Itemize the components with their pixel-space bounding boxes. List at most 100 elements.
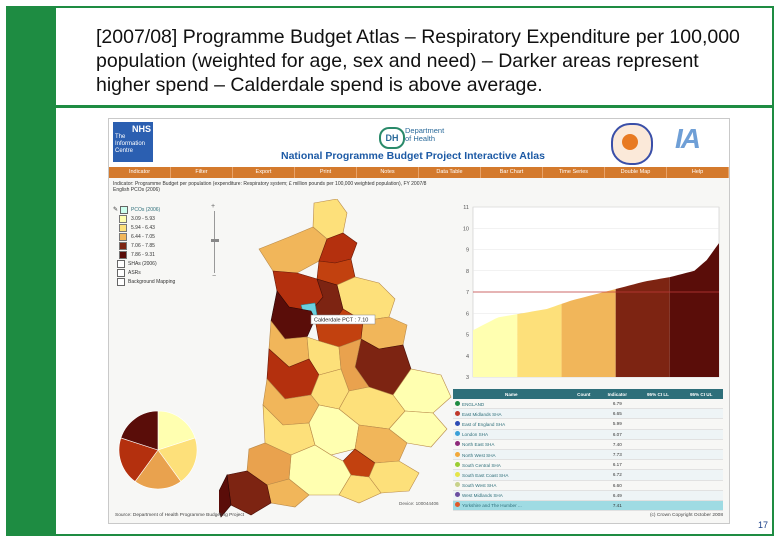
nhs-org-line1: The xyxy=(115,134,126,140)
menu-item[interactable]: Data Table xyxy=(419,167,481,178)
copyright-note: (c) Crown Copyright October 2008 xyxy=(649,513,723,518)
map-zoom-control[interactable]: + − xyxy=(211,203,219,283)
table-row[interactable]: ENGLAND 6.79 xyxy=(453,399,723,410)
table-cell-ci xyxy=(679,500,723,512)
dh-line2: of Health xyxy=(405,134,436,143)
series-dot-icon xyxy=(455,451,460,457)
menu-item[interactable]: Time Series xyxy=(543,167,605,178)
table-cell-count xyxy=(569,459,599,471)
map-region-cornwall[interactable] xyxy=(219,473,232,518)
series-dot-icon xyxy=(455,400,460,406)
menu-item[interactable]: Help xyxy=(667,167,729,178)
table-column-header[interactable]: Indicator xyxy=(598,389,637,399)
row-name: South Central SHA xyxy=(462,462,501,468)
table-cell-name: East of England SHA xyxy=(453,418,570,430)
menu-item[interactable]: Print xyxy=(295,167,357,178)
table-column-header[interactable]: Count xyxy=(569,389,599,399)
legend-layer-toggle[interactable]: Background Mapping xyxy=(113,277,205,286)
zoom-slider-handle[interactable] xyxy=(211,239,219,242)
chart-y-tick-label: 10 xyxy=(463,226,469,232)
pencil-icon[interactable]: ✎ xyxy=(113,207,119,213)
layer-checkbox[interactable] xyxy=(117,268,125,277)
table-cell-name: East Midlands SHA xyxy=(453,408,570,420)
menu-item[interactable]: Notes xyxy=(357,167,419,178)
table-cell-indicator: 6.60 xyxy=(598,480,637,491)
layer-checkbox[interactable] xyxy=(117,259,125,268)
department-of-health-logo: DH Department of Health xyxy=(379,125,469,149)
menu-item[interactable]: Export xyxy=(233,167,295,178)
map-region-sussex[interactable] xyxy=(338,474,382,504)
table-row[interactable]: East Midlands SHA 6.65 xyxy=(453,408,723,420)
legend-class-label: 7.06 - 7.85 xyxy=(131,242,155,249)
chart-y-tick-label: 4 xyxy=(466,354,469,360)
table-cell-name: South West SHA xyxy=(453,480,570,491)
menu-item[interactable]: Indicator xyxy=(109,167,171,178)
table-cell-indicator: 6.79 xyxy=(598,399,637,410)
legend-class: 5.94 - 6.43 xyxy=(113,223,205,232)
legend-class: 3.09 - 5.93 xyxy=(113,214,205,223)
table-cell-ci xyxy=(679,490,723,501)
table-row[interactable]: North West SHA 7.73 xyxy=(453,449,723,461)
layer-checkbox[interactable] xyxy=(120,205,129,214)
legend-layer-toggle[interactable]: ASRs xyxy=(113,268,205,277)
table-cell-name: ENGLAND xyxy=(453,399,570,410)
pie-slice xyxy=(120,410,159,451)
table-cell-indicator: 5.99 xyxy=(598,418,637,430)
table-column-header[interactable]: Name xyxy=(453,389,570,399)
zoom-out-icon[interactable]: − xyxy=(212,273,217,280)
table-row[interactable]: South East Coast SHA 6.72 xyxy=(453,469,723,481)
choropleth-map-england[interactable]: Calderdale PCT : 7.10 xyxy=(219,199,454,519)
table-cell-name: South Central SHA xyxy=(453,459,570,471)
nhs-information-centre-logo: NHS The Information Centre xyxy=(113,122,153,162)
map-legend: ✎ PCOs (2006) 3.09 - 5.93 5.94 - 6.43 6.44… xyxy=(113,205,205,286)
table-row[interactable]: West Midlands SHA 6.49 xyxy=(453,490,723,501)
table-cell-ci xyxy=(636,469,680,481)
table-row[interactable]: East of England SHA 5.99 xyxy=(453,418,723,430)
indicator-line: Indicator: Programme Budget per populati… xyxy=(113,181,427,187)
nhs-org-line2: Information xyxy=(115,141,146,147)
table-cell-count xyxy=(569,469,599,481)
table-row[interactable]: South West SHA 6.60 xyxy=(453,480,723,491)
legend-swatch xyxy=(119,232,127,241)
source-note: Source: Department of Health Programme B… xyxy=(115,513,245,518)
table-cell-name: North East SHA xyxy=(453,439,570,450)
row-name: East Midlands SHA xyxy=(462,411,502,417)
legend-swatch xyxy=(119,214,127,223)
title-divider xyxy=(56,105,774,108)
table-cell-name: London SHA xyxy=(453,429,570,440)
table-cell-ci xyxy=(636,439,680,450)
seal-logo xyxy=(611,123,653,165)
region-line: English PCOs (2006) xyxy=(113,187,160,193)
table-row[interactable]: Yorkshire and The Humber ... 7.41 xyxy=(453,500,723,512)
zoom-slider-track[interactable] xyxy=(214,211,215,273)
table-row[interactable]: London SHA 6.07 xyxy=(453,429,723,440)
map-region-cumbria[interactable] xyxy=(258,226,328,274)
legend-layer-label: SHAs (2006) xyxy=(128,260,157,267)
table-row[interactable]: South Central SHA 6.17 xyxy=(453,459,723,471)
table-column-header[interactable]: 95% CI UL xyxy=(679,389,723,399)
menu-item[interactable]: Bar Chart xyxy=(481,167,543,178)
row-name: West Midlands SHA xyxy=(462,493,503,499)
table-cell-count xyxy=(569,408,599,420)
pie-slice xyxy=(157,410,196,451)
table-row[interactable]: North East SHA 7.40 xyxy=(453,439,723,450)
menu-item[interactable]: Double Map xyxy=(605,167,667,178)
legend-layer-toggle[interactable]: SHAs (2006) xyxy=(113,259,205,268)
atlas-menubar: Indicator Filter Export Print Notes Data Tabl… xyxy=(109,167,729,178)
atlas-header: NHS The Information Centre DH Department… xyxy=(109,119,729,167)
table-cell-ci xyxy=(679,408,723,420)
legend-class-label: 3.09 - 5.93 xyxy=(131,215,155,222)
nhs-org-line3: Centre xyxy=(115,148,134,154)
table-cell-ci xyxy=(636,408,680,420)
series-dot-icon xyxy=(455,502,460,508)
series-dot-icon xyxy=(455,492,460,498)
zoom-in-icon[interactable]: + xyxy=(211,203,216,210)
menu-item[interactable]: Filter xyxy=(171,167,233,178)
frame-top xyxy=(6,6,774,8)
table-cell-name: West Midlands SHA xyxy=(453,490,570,501)
layer-checkbox[interactable] xyxy=(117,277,125,286)
dh-line1: Department xyxy=(405,126,445,135)
table-cell-ci xyxy=(679,469,723,481)
table-cell-ci xyxy=(679,459,723,471)
table-column-header[interactable]: 95% CI LL xyxy=(636,389,680,399)
